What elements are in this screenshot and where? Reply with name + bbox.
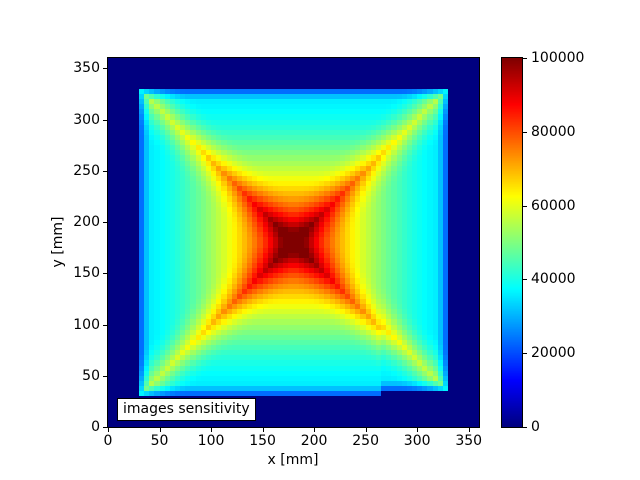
y-tick-label: 0 (91, 419, 100, 435)
colorbar-tick-label: 40000 (531, 271, 576, 288)
x-tick-mark (159, 428, 161, 432)
x-tick-mark (468, 428, 470, 432)
y-tick-label: 300 (73, 111, 100, 128)
colorbar-tick-label: 60000 (531, 197, 576, 214)
annotation-box: images sensitivity (117, 398, 256, 421)
y-tick-label: 350 (73, 60, 100, 77)
colorbar (502, 58, 522, 427)
y-tick-label: 150 (73, 265, 100, 282)
colorbar-tick-label: 0 (531, 419, 540, 435)
colorbar-tick-label: 20000 (531, 345, 576, 362)
x-tick-label: 50 (150, 433, 169, 449)
colorbar-tick-mark (523, 353, 527, 355)
colorbar-tick-mark (523, 279, 527, 281)
axes-frame (107, 57, 480, 428)
y-tick-mark (103, 375, 107, 377)
y-tick-mark (103, 119, 107, 121)
colorbar-tick-mark (523, 131, 527, 133)
x-tick-mark (108, 428, 109, 432)
heatmap-image (108, 58, 479, 427)
y-tick-mark (103, 427, 107, 428)
x-axis-label: x [mm] (267, 452, 319, 468)
y-tick-mark (103, 68, 107, 70)
y-tick-label: 200 (73, 214, 100, 230)
y-tick-mark (103, 170, 107, 172)
x-tick-label: 300 (403, 433, 431, 449)
x-tick-mark (417, 428, 419, 432)
x-tick-mark (262, 428, 264, 432)
x-tick-label: 200 (300, 433, 328, 449)
y-tick-mark (103, 222, 107, 223)
y-tick-mark (103, 324, 107, 326)
colorbar-tick-label: 100000 (531, 50, 585, 66)
x-tick-mark (365, 428, 367, 432)
colorbar-tick-label: 80000 (531, 123, 576, 140)
y-axis-label: y [mm] (50, 216, 66, 268)
colorbar-tick-mark (523, 205, 527, 207)
x-tick-label: 100 (197, 433, 225, 449)
x-tick-label: 350 (455, 433, 483, 449)
y-tick-label: 100 (73, 316, 100, 333)
colorbar-tick-mark (523, 58, 527, 59)
x-tick-mark (211, 428, 213, 432)
annotation-text: images sensitivity (123, 401, 250, 417)
x-tick-label: 250 (352, 433, 379, 449)
colorbar-tick-mark (523, 427, 527, 428)
y-tick-label: 250 (73, 162, 100, 179)
y-tick-label: 50 (82, 367, 100, 384)
y-tick-mark (103, 273, 107, 275)
colorbar-frame (501, 57, 523, 428)
x-tick-mark (314, 428, 316, 432)
x-tick-label: 150 (249, 433, 276, 449)
x-tick-label: 0 (103, 433, 113, 449)
